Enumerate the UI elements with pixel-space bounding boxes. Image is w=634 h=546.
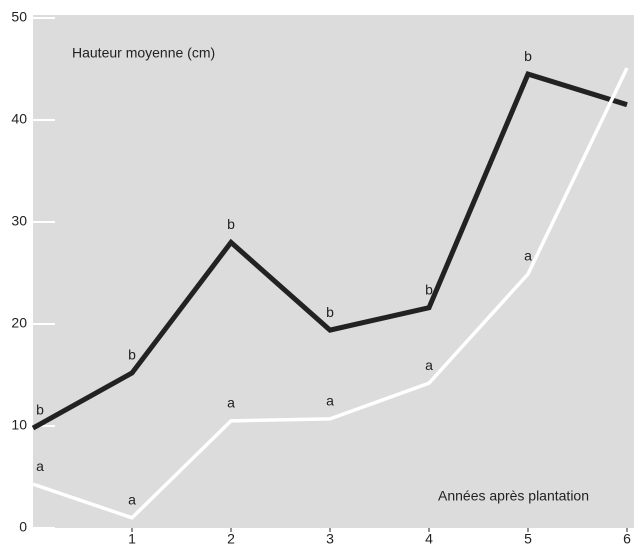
point-label: b	[326, 304, 334, 320]
point-label: a	[326, 393, 334, 409]
point-label: a	[524, 248, 532, 264]
plot-background	[33, 15, 634, 528]
series-line	[31, 71, 628, 431]
x-tick-label: 2	[227, 531, 235, 546]
x-axis-label: Années après plantation	[438, 488, 589, 504]
x-tick-label: 4	[425, 531, 433, 546]
point-label: b	[524, 48, 532, 64]
y-tick-label: 40	[11, 111, 27, 127]
point-label: b	[36, 402, 44, 418]
point-label: a	[227, 395, 235, 411]
x-tick-label: 1	[128, 531, 136, 546]
point-label: a	[128, 492, 136, 508]
y-tick-label: 50	[11, 9, 27, 25]
x-tick-label: 5	[524, 531, 532, 546]
point-label: b	[128, 347, 136, 363]
y-tick-label: 10	[11, 417, 27, 433]
x-tick-label: 3	[326, 531, 334, 546]
series-line	[32, 67, 629, 520]
point-label: a	[36, 458, 44, 474]
x-tick-label: 6	[623, 531, 631, 546]
y-tick-label: 0	[19, 519, 27, 535]
point-label: a	[425, 357, 433, 373]
y-tick-label: 30	[11, 213, 27, 229]
point-label: b	[425, 281, 433, 297]
y-axis-label: Hauteur moyenne (cm)	[72, 45, 215, 61]
point-label: b	[227, 216, 235, 232]
y-tick-label: 20	[11, 315, 27, 331]
